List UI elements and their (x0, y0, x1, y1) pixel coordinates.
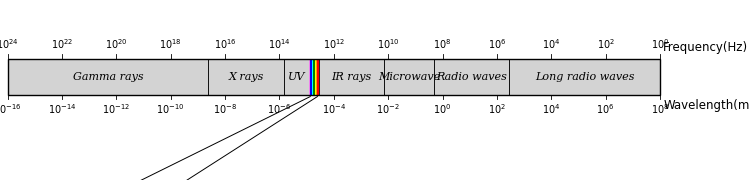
Bar (8, 59, 660, 95)
Text: UV: UV (287, 72, 305, 82)
Text: $10^{24}$: $10^{24}$ (0, 37, 19, 51)
Text: IR rays: IR rays (332, 72, 371, 82)
Text: $10^{2}$: $10^{2}$ (488, 102, 506, 116)
Bar (310, 59, 312, 95)
Text: $10^{14}$: $10^{14}$ (268, 37, 291, 51)
Text: $10^{-10}$: $10^{-10}$ (157, 102, 184, 116)
Text: $10^{0}$: $10^{0}$ (651, 37, 669, 51)
Bar (434, 59, 509, 95)
Text: $10^{-12}$: $10^{-12}$ (102, 102, 130, 116)
Bar (319, 59, 384, 95)
Text: $10^{-6}$: $10^{-6}$ (267, 102, 292, 116)
Text: $10^{-14}$: $10^{-14}$ (47, 102, 76, 116)
Text: $10^{22}$: $10^{22}$ (51, 37, 73, 51)
Text: $10^{-4}$: $10^{-4}$ (322, 102, 346, 116)
Text: $10^{4}$: $10^{4}$ (542, 37, 560, 51)
Text: Long radio waves: Long radio waves (535, 72, 634, 82)
Text: Microwave: Microwave (378, 72, 440, 82)
Text: Gamma rays: Gamma rays (73, 72, 143, 82)
Text: $10^{0}$: $10^{0}$ (433, 102, 451, 116)
Bar (209, 59, 284, 95)
Text: $10^{8}$: $10^{8}$ (651, 102, 669, 116)
Text: X rays: X rays (228, 72, 264, 82)
Text: $10^{10}$: $10^{10}$ (376, 37, 400, 51)
Bar (509, 59, 660, 95)
Text: $10^{-8}$: $10^{-8}$ (213, 102, 237, 116)
Bar (317, 59, 319, 95)
Text: Wavelength(m): Wavelength(m) (663, 99, 750, 112)
Text: $10^{20}$: $10^{20}$ (105, 37, 128, 51)
Text: $10^{12}$: $10^{12}$ (322, 37, 345, 51)
Text: Radio waves: Radio waves (436, 72, 507, 82)
Text: $10^{-16}$: $10^{-16}$ (0, 102, 22, 116)
Bar (316, 59, 317, 95)
Text: $10^{-2}$: $10^{-2}$ (376, 102, 400, 116)
Bar (284, 59, 309, 95)
Bar (312, 59, 314, 95)
Text: Frequency(Hz): Frequency(Hz) (663, 41, 748, 55)
Bar (384, 59, 434, 95)
Bar (314, 59, 316, 95)
Text: $10^{6}$: $10^{6}$ (488, 37, 506, 51)
Text: $10^{8}$: $10^{8}$ (433, 37, 451, 51)
Text: $10^{16}$: $10^{16}$ (214, 37, 236, 51)
Text: $10^{6}$: $10^{6}$ (596, 102, 615, 116)
Bar (8, 59, 208, 95)
Text: $10^{2}$: $10^{2}$ (596, 37, 615, 51)
Bar (309, 59, 310, 95)
Text: $10^{18}$: $10^{18}$ (159, 37, 182, 51)
Text: $10^{4}$: $10^{4}$ (542, 102, 560, 116)
